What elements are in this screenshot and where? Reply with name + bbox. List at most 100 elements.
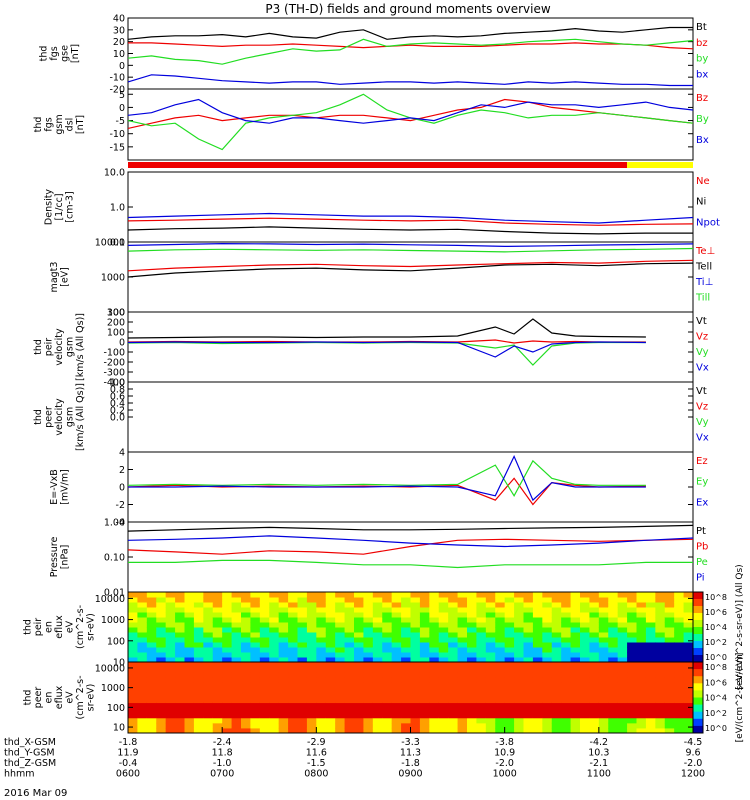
spectrogram-cell [495,727,506,734]
spectrogram-cell [429,602,440,608]
spectrogram-cell [429,687,440,693]
spectrogram-cell [306,677,317,683]
spectrogram-cell [250,672,261,678]
spectrogram-cell [655,617,666,623]
spectrogram-cell [476,722,487,729]
spectrogram-cell [354,727,364,734]
spectrogram-cell [354,697,364,704]
spectrogram-cell [325,602,336,608]
spectrogram-cell [156,657,167,663]
spectrogram-cell [532,672,543,678]
spectrogram-cell [476,622,487,628]
spectrogram-cell [523,727,534,734]
spectrogram-cell [523,622,534,628]
spectrogram-cell [269,607,280,613]
spectrogram-cell [655,602,666,608]
spectrogram-cell [401,702,411,709]
spectrogram-cell [532,692,543,698]
spectrogram-cell [627,657,637,663]
colorbar-tick-label: 10^8 [705,663,727,672]
spectrogram-cell [156,672,167,678]
spectrogram-cell [372,682,383,688]
legend-entry: Ne [696,176,710,187]
spectrogram-cell [354,682,364,688]
spectrogram-cell [278,617,289,623]
spectrogram-cell [645,657,656,663]
spectrogram-cell [316,712,327,719]
spectrogram-cell [156,617,167,623]
spectrogram-cell [401,677,411,683]
spectrogram-cell [146,592,157,598]
spectrogram-cell [203,727,214,734]
spectrogram-cell [683,692,694,698]
spectrogram-cell [627,722,637,729]
spectrogram-cell [608,607,619,613]
spectrogram-cell [297,667,308,673]
spectrogram-cell [344,677,355,683]
spectrogram-cell [288,702,298,709]
spectrogram-cell [156,622,167,628]
y-tick-label: 0.8 [110,385,125,396]
spectrogram-cell [146,602,157,608]
spectrogram-cell [344,597,355,603]
colorbar-cell [693,655,703,663]
spectrogram-cell [306,682,317,688]
spectrogram-cell [137,672,148,678]
colorbar-cell [693,606,703,614]
spectrogram-cell [382,707,393,714]
legend-entry: Pb [696,542,708,553]
spectrogram-cell [325,672,336,678]
spectrogram-cell [514,602,524,608]
spectrogram-cell [485,662,496,668]
spectrogram-cell [128,652,138,658]
y-axis-label: thd [23,619,34,635]
spectrogram-cell [184,682,195,688]
spectrogram-cell [175,612,185,618]
spectrogram-cell [241,702,251,709]
spectrogram-cell [683,682,694,688]
spectrogram-cell [467,692,477,698]
spectrogram-cell [419,697,430,704]
spectrogram-cell [542,592,553,598]
spectrogram-cell [467,622,477,628]
legend-entry: Vt [696,386,707,397]
spectrogram-cell [589,632,600,638]
spectrogram-cell [372,662,383,668]
spectrogram-cell [674,632,685,638]
spectrogram-cell [438,647,449,653]
spectrogram-cell [514,692,524,698]
spectrogram-cell [467,702,477,709]
spectrogram-cell [165,597,176,603]
spectrogram-cell [608,697,619,704]
spectrogram-cell [372,592,383,598]
spectrogram-cell [401,637,411,643]
spectrogram-cell [664,687,675,693]
spectrogram-cell [617,657,628,663]
spectrogram-cell [175,652,185,658]
spectrogram-cell [589,667,600,673]
spectrogram-cell [627,707,637,714]
spectrogram-cell [184,597,195,603]
spectrogram-cell [589,717,600,724]
spectrogram-cell [485,712,496,719]
spectrogram-cell [683,597,694,603]
spectrogram-cell [137,612,148,618]
spectrogram-cell [429,637,440,643]
spectrogram-cell [542,652,553,658]
spectrogram-cell [448,642,459,648]
spectrogram-cell [561,612,572,618]
legend-entry: Ey [696,477,708,488]
spectrogram-cell [542,617,553,623]
spectrogram-cell [457,677,468,683]
spectrogram-cell [137,697,148,704]
spectrogram-cell [551,627,562,633]
spectrogram-cell [269,622,280,628]
spectrogram-cell [467,677,477,683]
spectrogram-cell [608,662,619,668]
spectrogram-cell [448,607,459,613]
spectrogram-cell [278,682,289,688]
spectrogram-cell [372,612,383,618]
spectrogram-cell [655,667,666,673]
spectrogram-cell [316,617,327,623]
